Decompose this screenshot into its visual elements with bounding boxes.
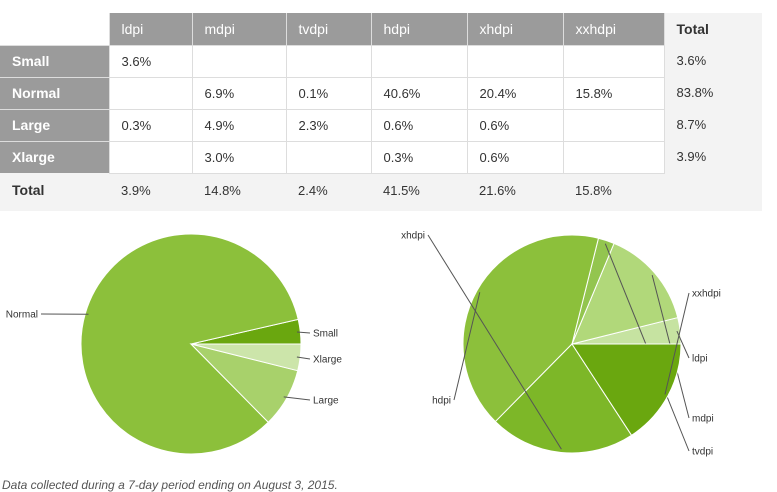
table-totals-row: Total 3.9% 14.8% 2.4% 41.5% 21.6% 15.8%: [0, 173, 762, 207]
data-collection-footnote: Data collected during a 7-day period end…: [2, 478, 338, 492]
row-header-small: Small: [0, 45, 109, 77]
table-cell: 40.6%: [371, 77, 467, 109]
table-cell: [563, 109, 664, 141]
table-cell: [192, 45, 286, 77]
table-cell: 15.8%: [563, 77, 664, 109]
column-header-ldpi: ldpi: [109, 13, 192, 45]
column-total-cell: 41.5%: [371, 173, 467, 207]
column-total-cell: 21.6%: [467, 173, 563, 207]
table-row-normal: Normal 6.9% 0.1% 40.6% 20.4% 15.8% 83.8%: [0, 77, 762, 109]
column-total-cell: 14.8%: [192, 173, 286, 207]
table-cell: [371, 45, 467, 77]
screen-density-pie-chart: ldpi mdpi tvdpi hdpi xhdpi xxhdpi: [385, 222, 777, 472]
column-total-cell: 3.9%: [109, 173, 192, 207]
column-header-total: Total: [664, 13, 762, 45]
row-header-xlarge: Xlarge: [0, 141, 109, 173]
column-total-cell: 2.4%: [286, 173, 371, 207]
slice-label-large: Large: [313, 396, 339, 407]
slice-label-tvdpi: tvdpi: [692, 447, 713, 458]
slice-label-xhdpi: xhdpi: [401, 231, 425, 242]
table-cell: [286, 141, 371, 173]
table-cell: [563, 45, 664, 77]
row-header-large: Large: [0, 109, 109, 141]
slice-label-xxhdpi: xxhdpi: [692, 289, 721, 300]
slice-label-hdpi: hdpi: [432, 396, 451, 407]
table-cell: [109, 77, 192, 109]
row-total-cell: 8.7%: [664, 109, 762, 141]
column-header-xhdpi: xhdpi: [467, 13, 563, 45]
table-row-xlarge: Xlarge 3.0% 0.3% 0.6% 3.9%: [0, 141, 762, 173]
row-total-cell: 83.8%: [664, 77, 762, 109]
table-cell: 0.6%: [467, 141, 563, 173]
slice-label-mdpi: mdpi: [692, 414, 714, 425]
table-cell: 0.1%: [286, 77, 371, 109]
table-corner-cell: [0, 13, 109, 45]
table-cell: 3.0%: [192, 141, 286, 173]
table-cell: 0.3%: [109, 109, 192, 141]
table-cell: 20.4%: [467, 77, 563, 109]
table-header-row: ldpi mdpi tvdpi hdpi xhdpi xxhdpi Total: [0, 13, 762, 45]
table-cell: [286, 45, 371, 77]
table-cell: 2.3%: [286, 109, 371, 141]
slice-label-normal: Normal: [6, 310, 38, 321]
row-total-cell: 3.6%: [664, 45, 762, 77]
table-cell: [467, 45, 563, 77]
table-cell: 0.6%: [467, 109, 563, 141]
slice-label-xlarge: Xlarge: [313, 355, 342, 366]
table-cell: 3.6%: [109, 45, 192, 77]
column-header-mdpi: mdpi: [192, 13, 286, 45]
slice-label-small: Small: [313, 329, 338, 340]
screen-density-table: ldpi mdpi tvdpi hdpi xhdpi xxhdpi Total …: [0, 13, 762, 207]
table-cell: [563, 141, 664, 173]
column-header-hdpi: hdpi: [371, 13, 467, 45]
table-cell: 0.3%: [371, 141, 467, 173]
row-total-cell: 3.9%: [664, 141, 762, 173]
table-cell: 6.9%: [192, 77, 286, 109]
row-header-total: Total: [0, 173, 109, 207]
leader-line-large: [284, 397, 310, 400]
table-row-large: Large 0.3% 4.9% 2.3% 0.6% 0.6% 8.7%: [0, 109, 762, 141]
table-cell: [109, 141, 192, 173]
table-cell: 0.6%: [371, 109, 467, 141]
table-row-small: Small 3.6% 3.6%: [0, 45, 762, 77]
screen-size-pie-chart: Small Normal Large Xlarge: [0, 222, 385, 472]
row-header-normal: Normal: [0, 77, 109, 109]
screen-density-table-wrap: ldpi mdpi tvdpi hdpi xhdpi xxhdpi Total …: [0, 13, 762, 211]
column-total-cell: 15.8%: [563, 173, 664, 207]
column-total-cell: [664, 173, 762, 207]
table-cell: 4.9%: [192, 109, 286, 141]
column-header-tvdpi: tvdpi: [286, 13, 371, 45]
slice-label-ldpi: ldpi: [692, 354, 708, 365]
column-header-xxhdpi: xxhdpi: [563, 13, 664, 45]
